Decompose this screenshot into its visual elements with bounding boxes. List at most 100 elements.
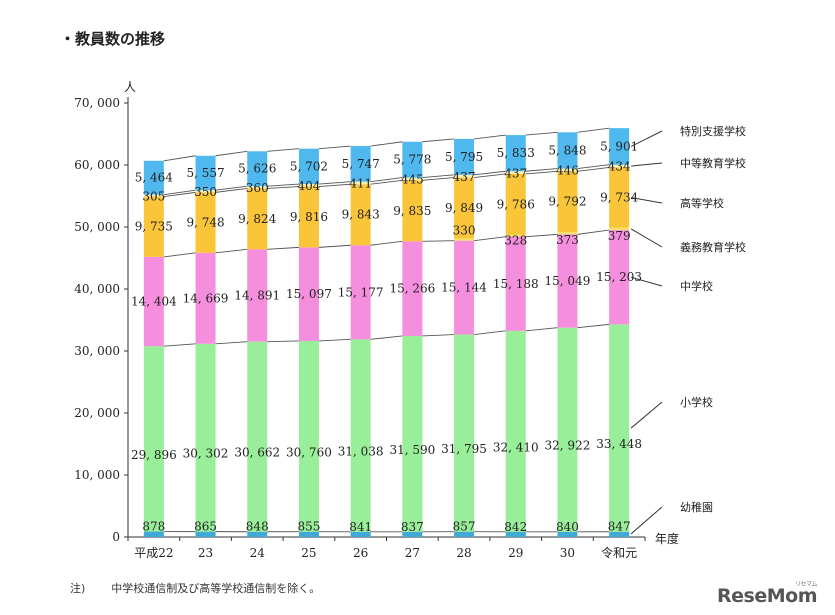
legend-label: 中等教育学校 bbox=[680, 156, 746, 170]
bar-segment-6-7 bbox=[505, 135, 526, 172]
bar-segment-3-6 bbox=[454, 238, 475, 241]
data-label: 9, 816 bbox=[290, 210, 328, 224]
bar-segment-5-3 bbox=[298, 184, 319, 187]
footnote-marker: 注) bbox=[70, 582, 86, 595]
legend-leader-line bbox=[630, 130, 663, 147]
data-label: 9, 843 bbox=[342, 208, 380, 222]
footnote: 注) 中学校通信制及び高等学校通信制を除く。 bbox=[70, 580, 346, 596]
bar-segment-5-6 bbox=[454, 174, 475, 178]
legend-leader-line bbox=[631, 197, 663, 204]
bar-segment-5-0 bbox=[143, 194, 164, 197]
data-label: 445 bbox=[401, 173, 424, 187]
legend-leader-line bbox=[630, 506, 663, 535]
bar-segment-2-4 bbox=[350, 245, 371, 340]
data-label: 434 bbox=[608, 160, 631, 174]
bar-segment-6-9 bbox=[609, 128, 630, 165]
watermark-text: ReseMom bbox=[717, 585, 817, 607]
y-axis-unit-label: 人 bbox=[124, 80, 136, 94]
bar-segment-5-5 bbox=[402, 177, 423, 181]
y-tick-label: 60, 000 bbox=[74, 158, 120, 172]
data-label: 31, 038 bbox=[338, 445, 384, 459]
series-connector-line bbox=[163, 323, 610, 347]
data-label: 350 bbox=[194, 185, 217, 199]
bar-segment-0-8 bbox=[557, 531, 578, 537]
data-label: 15, 203 bbox=[596, 270, 642, 284]
y-tick-label: 40, 000 bbox=[74, 282, 120, 296]
bar-segment-2-6 bbox=[454, 240, 475, 335]
bar-segment-2-0 bbox=[143, 256, 164, 347]
y-tick-label: 50, 000 bbox=[74, 220, 120, 234]
bar-segment-1-8 bbox=[557, 327, 578, 532]
legend-leader-line bbox=[631, 276, 663, 287]
x-tick-label: 30 bbox=[560, 546, 575, 560]
data-label: 32, 922 bbox=[545, 439, 591, 453]
bar-segment-4-2 bbox=[247, 188, 268, 250]
data-label: 848 bbox=[246, 520, 269, 534]
x-tick-label: 25 bbox=[301, 546, 316, 560]
data-label: 5, 557 bbox=[186, 166, 224, 180]
x-tick-label: 27 bbox=[405, 546, 420, 560]
bar-segment-4-1 bbox=[195, 192, 216, 253]
data-label: 32, 410 bbox=[493, 440, 539, 454]
data-label: 437 bbox=[453, 170, 476, 184]
data-label: 5, 848 bbox=[548, 143, 586, 157]
data-label: 841 bbox=[349, 520, 372, 534]
data-label: 847 bbox=[608, 520, 631, 534]
bar-segment-0-9 bbox=[609, 531, 630, 537]
y-tick-label: 0 bbox=[112, 530, 120, 544]
x-tick-label: 24 bbox=[250, 546, 266, 560]
bar-segment-4-4 bbox=[350, 184, 371, 246]
data-label: 5, 901 bbox=[600, 139, 638, 153]
data-label: 14, 669 bbox=[183, 291, 229, 305]
bar-segment-2-9 bbox=[609, 230, 630, 325]
bar-segment-0-4 bbox=[350, 531, 371, 537]
data-label: 878 bbox=[142, 520, 165, 534]
data-label: 379 bbox=[608, 229, 631, 243]
data-label: 9, 849 bbox=[445, 201, 483, 215]
data-label: 5, 795 bbox=[445, 150, 483, 164]
bar-segment-6-5 bbox=[402, 141, 423, 178]
x-tick-label: 26 bbox=[353, 546, 368, 560]
y-tick-label: 70, 000 bbox=[74, 96, 120, 110]
bar-segment-4-6 bbox=[454, 177, 475, 239]
bar-segment-5-1 bbox=[195, 190, 216, 193]
bar-segment-2-3 bbox=[298, 247, 319, 341]
bar-segment-3-8 bbox=[557, 232, 578, 235]
data-label: 5, 833 bbox=[497, 146, 535, 160]
bar-segment-4-0 bbox=[143, 196, 164, 257]
data-label: 5, 464 bbox=[135, 171, 174, 185]
data-label: 328 bbox=[504, 234, 527, 248]
data-label: 865 bbox=[194, 520, 217, 534]
bar-segment-4-5 bbox=[402, 180, 423, 242]
data-label: 30, 302 bbox=[183, 447, 229, 461]
data-label: 15, 188 bbox=[493, 277, 539, 291]
data-label: 360 bbox=[246, 181, 269, 195]
y-tick-label: 20, 000 bbox=[74, 406, 120, 420]
bar-segment-3-9 bbox=[609, 227, 630, 231]
x-tick-label: 28 bbox=[456, 546, 471, 560]
bar-segment-6-6 bbox=[454, 138, 475, 175]
data-label: 9, 786 bbox=[497, 197, 535, 211]
bar-segment-6-3 bbox=[298, 148, 319, 185]
data-label: 15, 144 bbox=[441, 281, 487, 295]
bar-segment-6-1 bbox=[195, 155, 216, 191]
data-label: 15, 097 bbox=[286, 287, 332, 301]
bar-segment-0-3 bbox=[298, 531, 319, 537]
data-label: 857 bbox=[453, 520, 476, 534]
data-label: 305 bbox=[142, 190, 165, 204]
legend-label: 中学校 bbox=[680, 279, 713, 293]
legend-leader-line bbox=[631, 162, 663, 167]
bar-segment-5-9 bbox=[609, 164, 630, 168]
data-label: 373 bbox=[556, 233, 579, 247]
data-label: 837 bbox=[401, 520, 424, 534]
data-label: 9, 792 bbox=[548, 195, 586, 209]
bar-segment-2-7 bbox=[505, 236, 526, 331]
data-label: 31, 795 bbox=[441, 442, 487, 456]
bar-segment-0-1 bbox=[195, 531, 216, 537]
bar-segment-1-1 bbox=[195, 343, 216, 532]
bar-segment-4-9 bbox=[609, 167, 630, 228]
data-label: 842 bbox=[504, 520, 527, 534]
legend-label: 小学校 bbox=[680, 395, 713, 409]
data-label: 9, 748 bbox=[186, 216, 224, 230]
data-label: 9, 835 bbox=[393, 204, 431, 218]
